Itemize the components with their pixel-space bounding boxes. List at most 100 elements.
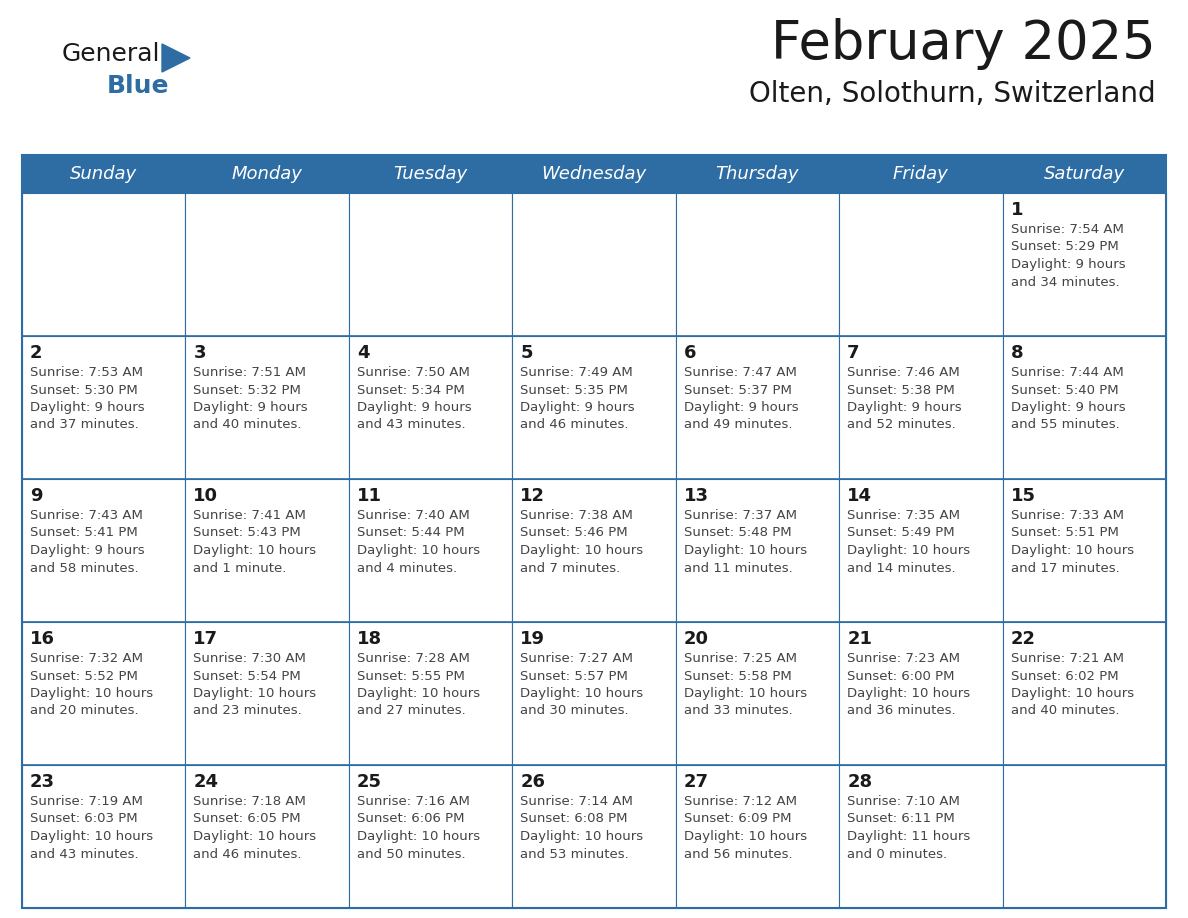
Text: Thursday: Thursday xyxy=(715,165,800,183)
Bar xyxy=(839,622,1003,765)
Text: 19: 19 xyxy=(520,630,545,648)
Bar xyxy=(1003,765,1165,908)
Text: Sunrise: 7:49 AM
Sunset: 5:35 PM
Daylight: 9 hours
and 46 minutes.: Sunrise: 7:49 AM Sunset: 5:35 PM Dayligh… xyxy=(520,366,634,431)
Bar xyxy=(185,336,349,479)
Text: Sunrise: 7:18 AM
Sunset: 6:05 PM
Daylight: 10 hours
and 46 minutes.: Sunrise: 7:18 AM Sunset: 6:05 PM Dayligh… xyxy=(194,795,316,860)
Text: Sunrise: 7:41 AM
Sunset: 5:43 PM
Daylight: 10 hours
and 1 minute.: Sunrise: 7:41 AM Sunset: 5:43 PM Dayligh… xyxy=(194,509,316,575)
Bar xyxy=(839,193,1003,336)
Bar xyxy=(839,765,1003,908)
Text: 8: 8 xyxy=(1011,344,1023,362)
Text: 26: 26 xyxy=(520,773,545,791)
Bar xyxy=(512,336,676,479)
Text: 20: 20 xyxy=(684,630,709,648)
Text: 7: 7 xyxy=(847,344,860,362)
Text: 2: 2 xyxy=(30,344,43,362)
Text: General: General xyxy=(62,42,160,66)
Text: Sunrise: 7:38 AM
Sunset: 5:46 PM
Daylight: 10 hours
and 7 minutes.: Sunrise: 7:38 AM Sunset: 5:46 PM Dayligh… xyxy=(520,509,644,575)
Text: 28: 28 xyxy=(847,773,872,791)
Bar xyxy=(349,336,512,479)
Text: Sunrise: 7:44 AM
Sunset: 5:40 PM
Daylight: 9 hours
and 55 minutes.: Sunrise: 7:44 AM Sunset: 5:40 PM Dayligh… xyxy=(1011,366,1125,431)
Text: 3: 3 xyxy=(194,344,206,362)
Bar xyxy=(512,622,676,765)
Text: 27: 27 xyxy=(684,773,709,791)
Text: 9: 9 xyxy=(30,487,43,505)
Text: 18: 18 xyxy=(356,630,383,648)
Text: 23: 23 xyxy=(30,773,55,791)
Text: Sunrise: 7:37 AM
Sunset: 5:48 PM
Daylight: 10 hours
and 11 minutes.: Sunrise: 7:37 AM Sunset: 5:48 PM Dayligh… xyxy=(684,509,807,575)
Text: February 2025: February 2025 xyxy=(771,18,1156,70)
Text: Blue: Blue xyxy=(107,74,170,98)
Bar xyxy=(676,193,839,336)
Polygon shape xyxy=(162,44,190,72)
Text: 17: 17 xyxy=(194,630,219,648)
Text: Sunrise: 7:21 AM
Sunset: 6:02 PM
Daylight: 10 hours
and 40 minutes.: Sunrise: 7:21 AM Sunset: 6:02 PM Dayligh… xyxy=(1011,652,1133,718)
Text: Sunrise: 7:46 AM
Sunset: 5:38 PM
Daylight: 9 hours
and 52 minutes.: Sunrise: 7:46 AM Sunset: 5:38 PM Dayligh… xyxy=(847,366,962,431)
Text: Sunrise: 7:43 AM
Sunset: 5:41 PM
Daylight: 9 hours
and 58 minutes.: Sunrise: 7:43 AM Sunset: 5:41 PM Dayligh… xyxy=(30,509,145,575)
Bar xyxy=(676,336,839,479)
Text: 6: 6 xyxy=(684,344,696,362)
Bar xyxy=(839,479,1003,622)
Text: Friday: Friday xyxy=(893,165,949,183)
Bar xyxy=(676,479,839,622)
Text: 10: 10 xyxy=(194,487,219,505)
Bar xyxy=(512,479,676,622)
Text: 13: 13 xyxy=(684,487,709,505)
Bar xyxy=(23,479,185,622)
Bar xyxy=(185,193,349,336)
Bar xyxy=(23,336,185,479)
Text: Sunrise: 7:10 AM
Sunset: 6:11 PM
Daylight: 11 hours
and 0 minutes.: Sunrise: 7:10 AM Sunset: 6:11 PM Dayligh… xyxy=(847,795,971,860)
Bar xyxy=(23,622,185,765)
Text: Sunrise: 7:12 AM
Sunset: 6:09 PM
Daylight: 10 hours
and 56 minutes.: Sunrise: 7:12 AM Sunset: 6:09 PM Dayligh… xyxy=(684,795,807,860)
Bar xyxy=(23,193,185,336)
Bar xyxy=(23,155,1165,908)
Text: 11: 11 xyxy=(356,487,381,505)
Bar xyxy=(23,155,1165,193)
Bar xyxy=(349,622,512,765)
Text: Sunrise: 7:19 AM
Sunset: 6:03 PM
Daylight: 10 hours
and 43 minutes.: Sunrise: 7:19 AM Sunset: 6:03 PM Dayligh… xyxy=(30,795,153,860)
Text: 15: 15 xyxy=(1011,487,1036,505)
Text: Wednesday: Wednesday xyxy=(542,165,646,183)
Text: Sunday: Sunday xyxy=(70,165,138,183)
Text: Sunrise: 7:35 AM
Sunset: 5:49 PM
Daylight: 10 hours
and 14 minutes.: Sunrise: 7:35 AM Sunset: 5:49 PM Dayligh… xyxy=(847,509,971,575)
Bar xyxy=(512,193,676,336)
Text: Sunrise: 7:54 AM
Sunset: 5:29 PM
Daylight: 9 hours
and 34 minutes.: Sunrise: 7:54 AM Sunset: 5:29 PM Dayligh… xyxy=(1011,223,1125,288)
Text: Sunrise: 7:30 AM
Sunset: 5:54 PM
Daylight: 10 hours
and 23 minutes.: Sunrise: 7:30 AM Sunset: 5:54 PM Dayligh… xyxy=(194,652,316,718)
Bar xyxy=(349,479,512,622)
Bar xyxy=(185,622,349,765)
Bar xyxy=(1003,336,1165,479)
Text: 14: 14 xyxy=(847,487,872,505)
Text: 12: 12 xyxy=(520,487,545,505)
Text: Sunrise: 7:33 AM
Sunset: 5:51 PM
Daylight: 10 hours
and 17 minutes.: Sunrise: 7:33 AM Sunset: 5:51 PM Dayligh… xyxy=(1011,509,1133,575)
Bar xyxy=(23,765,185,908)
Text: Sunrise: 7:27 AM
Sunset: 5:57 PM
Daylight: 10 hours
and 30 minutes.: Sunrise: 7:27 AM Sunset: 5:57 PM Dayligh… xyxy=(520,652,644,718)
Text: Sunrise: 7:16 AM
Sunset: 6:06 PM
Daylight: 10 hours
and 50 minutes.: Sunrise: 7:16 AM Sunset: 6:06 PM Dayligh… xyxy=(356,795,480,860)
Bar xyxy=(185,479,349,622)
Text: Sunrise: 7:40 AM
Sunset: 5:44 PM
Daylight: 10 hours
and 4 minutes.: Sunrise: 7:40 AM Sunset: 5:44 PM Dayligh… xyxy=(356,509,480,575)
Bar xyxy=(1003,479,1165,622)
Text: Monday: Monday xyxy=(232,165,303,183)
Text: 1: 1 xyxy=(1011,201,1023,219)
Bar xyxy=(676,765,839,908)
Text: Sunrise: 7:23 AM
Sunset: 6:00 PM
Daylight: 10 hours
and 36 minutes.: Sunrise: 7:23 AM Sunset: 6:00 PM Dayligh… xyxy=(847,652,971,718)
Bar xyxy=(839,336,1003,479)
Bar xyxy=(512,765,676,908)
Text: Sunrise: 7:28 AM
Sunset: 5:55 PM
Daylight: 10 hours
and 27 minutes.: Sunrise: 7:28 AM Sunset: 5:55 PM Dayligh… xyxy=(356,652,480,718)
Text: 25: 25 xyxy=(356,773,381,791)
Text: Olten, Solothurn, Switzerland: Olten, Solothurn, Switzerland xyxy=(750,80,1156,108)
Bar xyxy=(1003,622,1165,765)
Bar xyxy=(349,765,512,908)
Text: Sunrise: 7:25 AM
Sunset: 5:58 PM
Daylight: 10 hours
and 33 minutes.: Sunrise: 7:25 AM Sunset: 5:58 PM Dayligh… xyxy=(684,652,807,718)
Text: 16: 16 xyxy=(30,630,55,648)
Text: Sunrise: 7:51 AM
Sunset: 5:32 PM
Daylight: 9 hours
and 40 minutes.: Sunrise: 7:51 AM Sunset: 5:32 PM Dayligh… xyxy=(194,366,308,431)
Text: Sunrise: 7:14 AM
Sunset: 6:08 PM
Daylight: 10 hours
and 53 minutes.: Sunrise: 7:14 AM Sunset: 6:08 PM Dayligh… xyxy=(520,795,644,860)
Text: 22: 22 xyxy=(1011,630,1036,648)
Text: 5: 5 xyxy=(520,344,532,362)
Text: Saturday: Saturday xyxy=(1044,165,1125,183)
Text: Sunrise: 7:32 AM
Sunset: 5:52 PM
Daylight: 10 hours
and 20 minutes.: Sunrise: 7:32 AM Sunset: 5:52 PM Dayligh… xyxy=(30,652,153,718)
Bar xyxy=(676,622,839,765)
Text: Tuesday: Tuesday xyxy=(393,165,468,183)
Text: 24: 24 xyxy=(194,773,219,791)
Text: 21: 21 xyxy=(847,630,872,648)
Bar xyxy=(185,765,349,908)
Text: Sunrise: 7:50 AM
Sunset: 5:34 PM
Daylight: 9 hours
and 43 minutes.: Sunrise: 7:50 AM Sunset: 5:34 PM Dayligh… xyxy=(356,366,472,431)
